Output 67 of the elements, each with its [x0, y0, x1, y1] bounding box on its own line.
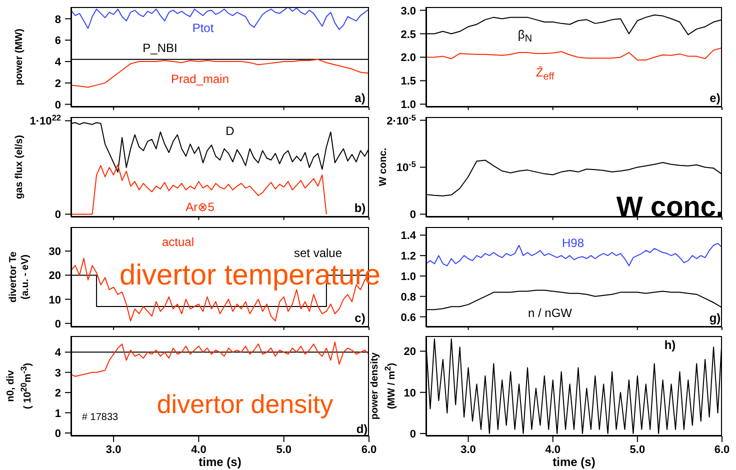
- y-axis-title: power (MW): [14, 28, 26, 86]
- y-tick-label: 1.0: [400, 99, 416, 112]
- y-tick-label: 0: [54, 428, 61, 440]
- series-label: β$_{N}$: [518, 27, 532, 45]
- y-tick-label: 0: [54, 209, 61, 222]
- x-tick-label: 3.0: [106, 444, 122, 456]
- y-axis-title: gas flux (el/s): [14, 135, 26, 199]
- y-tick-label: 1.0: [400, 270, 416, 283]
- y-tick-label: 20: [48, 270, 61, 282]
- y-tick-label: 0.6: [400, 312, 416, 324]
- series-label: n / nGW: [528, 306, 572, 320]
- y-tick-label: 0: [54, 318, 61, 330]
- x-tick-label: 5.0: [630, 444, 646, 456]
- y-tick-label: 10: [404, 387, 416, 400]
- annotation: # 17833: [82, 412, 118, 423]
- y-tick-label: 4: [54, 347, 62, 360]
- x-axis-title: time (s): [198, 455, 242, 469]
- y-tick-label: 10$^{-5}$: [396, 160, 416, 174]
- x-tick-label: 6.0: [714, 444, 730, 456]
- y-tick-label: 3: [54, 367, 61, 380]
- y-tick-label: 0: [410, 209, 416, 222]
- series-label: set value: [294, 246, 342, 260]
- y-tick-label: 8: [54, 14, 61, 26]
- series-label: Prad_main: [170, 72, 230, 86]
- y-tick-label: 0: [54, 99, 61, 112]
- annotation: b): [354, 201, 366, 215]
- annotation: e): [710, 91, 720, 105]
- x-tick-label: 4.0: [545, 444, 561, 456]
- y-tick-label: 2.0: [400, 52, 416, 64]
- y-tick-label: 1: [54, 408, 61, 420]
- annotation: h): [664, 338, 676, 352]
- y-tick-label: 2: [54, 388, 61, 400]
- annotation: divertor density: [156, 389, 334, 419]
- x-axis-title: time (s): [552, 455, 596, 469]
- y-tick-label: 6: [54, 35, 61, 48]
- annotation: W conc.: [616, 191, 724, 222]
- x-tick-label: 5.0: [276, 444, 292, 456]
- y-tick-label: 10: [48, 294, 61, 306]
- y-tick-label: 2.5: [400, 28, 416, 41]
- text: actual: [162, 235, 194, 249]
- series-label: P_NBI: [142, 41, 178, 55]
- y-tick-label: 0: [410, 428, 416, 441]
- series-label: Ar⊗5: [186, 200, 214, 214]
- y-tick-label: 3.0: [400, 5, 416, 18]
- y-tick-label: 4: [54, 56, 62, 69]
- annotation: c): [354, 311, 366, 325]
- x-tick-label: 3.0: [460, 444, 476, 456]
- x-tick-label: 6.0: [361, 444, 377, 456]
- series-label: H98: [562, 236, 584, 250]
- y-axis-title: divertor Te (a.u. - eV): [8, 252, 32, 302]
- y-tick-label: 1.2: [400, 250, 416, 263]
- y-tick-label: 1.5: [400, 76, 416, 88]
- annotation: d): [356, 422, 368, 436]
- y-tick-label: 20: [404, 346, 416, 358]
- y-tick-label: 1·10$^{22}$: [30, 113, 62, 128]
- y-tick-label: 30: [48, 246, 61, 258]
- y-axis-title: W conc.: [378, 148, 390, 186]
- y-tick-label: 0.8: [400, 291, 416, 304]
- series-label: Z̄$_{eff}$: [536, 65, 554, 83]
- annotation: a): [354, 91, 366, 105]
- series-label: Ptot: [192, 21, 214, 35]
- y-tick-label: 2: [54, 78, 61, 90]
- annotation: g): [709, 311, 721, 325]
- x-tick-label: 4.0: [191, 444, 206, 456]
- series-label: D: [226, 124, 234, 138]
- y-tick-label: 1.4: [400, 230, 417, 242]
- y-tick-label: 2·10$^{-5}$: [386, 112, 416, 128]
